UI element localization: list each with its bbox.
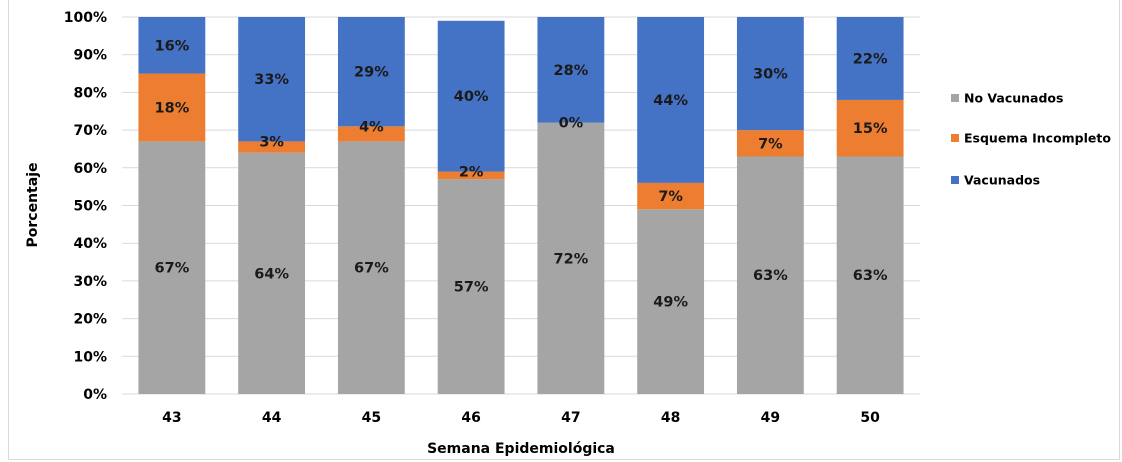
data-label: 18%: [155, 100, 190, 116]
y-tick-label: 0%: [83, 387, 107, 403]
legend-label: Esquema Incompleto: [964, 131, 1111, 146]
y-tick-label: 90%: [73, 48, 107, 64]
data-label: 33%: [254, 72, 289, 88]
legend-swatch: [951, 134, 959, 142]
bar-segment: [238, 17, 306, 142]
data-label: 49%: [653, 295, 688, 311]
bar-segment: [537, 17, 605, 123]
y-tick-label: 70%: [73, 123, 107, 139]
data-label: 28%: [554, 63, 589, 79]
y-tick-label: 10%: [73, 349, 107, 365]
bar-segment: [337, 17, 405, 127]
data-label: 44%: [653, 93, 688, 109]
data-label: 67%: [354, 261, 389, 277]
data-label: 7%: [658, 189, 683, 205]
bar-segment: [138, 73, 206, 142]
bar-segment: [138, 17, 206, 74]
y-axis-title: Porcentaje: [25, 163, 41, 248]
y-tick-label: 100%: [64, 10, 107, 26]
x-tick-label: 44: [262, 410, 282, 426]
bar-segment: [437, 20, 505, 172]
bar-segment: [836, 156, 904, 394]
bar-segment: [637, 209, 705, 394]
x-tick-label: 50: [860, 410, 880, 426]
bar-segment: [337, 141, 405, 394]
bar-segment: [337, 126, 405, 142]
data-label: 63%: [853, 268, 888, 284]
bar-segment: [836, 17, 904, 100]
data-label: 57%: [454, 280, 489, 296]
data-labels: 67% 18% 16% 64% 3% 33% 67% 4% 29% 57% 2% 40% 72% 0% 28…: [155, 38, 888, 310]
data-label: 0%: [559, 116, 584, 132]
x-tick-label: 43: [162, 410, 181, 426]
legend-label: Vacunados: [964, 173, 1040, 188]
bar-segment: [238, 141, 306, 153]
x-tick-label: 46: [461, 410, 480, 426]
x-tick-label: 48: [661, 410, 680, 426]
x-tick-label: 49: [761, 410, 780, 426]
bar-segment: [637, 182, 705, 210]
bar-segment: [437, 171, 505, 180]
data-label: 2%: [459, 165, 484, 181]
bar-segment: [437, 179, 505, 394]
data-label: 16%: [155, 38, 190, 54]
bar-segment: [736, 17, 804, 131]
bar-segment: [537, 122, 605, 394]
bar-segment: [238, 152, 306, 394]
legend-swatch: [951, 94, 959, 102]
data-label: 63%: [753, 268, 788, 284]
bar-segment: [637, 17, 705, 183]
x-tick-label: 45: [362, 410, 381, 426]
bar-segment: [736, 156, 804, 394]
data-label: 29%: [354, 65, 389, 81]
data-label: 7%: [758, 136, 783, 152]
bar-segment: [736, 130, 804, 157]
y-axis-ticks: 0% 10% 20% 30% 40% 50% 60% 70% 80% 90% 100%: [64, 10, 107, 403]
data-label: 3%: [259, 134, 284, 150]
bar-segment: [836, 99, 904, 157]
data-label: 15%: [853, 121, 888, 137]
bar-segment: [138, 141, 206, 394]
data-label: 64%: [254, 266, 289, 282]
x-axis-ticks: 43 44 45 46 47 48 49 50: [162, 410, 880, 426]
x-axis-title: Semana Epidemiológica: [427, 441, 615, 457]
legend-swatch: [951, 176, 959, 184]
data-label: 22%: [853, 51, 888, 67]
legend: No Vacunados Esquema Incompleto Vacunados: [951, 91, 1111, 188]
y-tick-label: 30%: [73, 274, 107, 290]
y-tick-label: 80%: [73, 85, 107, 101]
y-tick-label: 60%: [73, 161, 107, 177]
data-label: 40%: [454, 89, 489, 105]
data-label: 4%: [359, 119, 384, 135]
bars: [138, 17, 904, 394]
y-tick-label: 40%: [73, 236, 107, 252]
data-label: 72%: [554, 251, 589, 267]
chart-frame: [8, 0, 1120, 460]
legend-label: No Vacunados: [964, 91, 1063, 106]
data-label: 30%: [753, 67, 788, 83]
y-tick-label: 50%: [73, 199, 107, 215]
data-label: 67%: [155, 261, 190, 277]
y-tick-label: 20%: [73, 312, 107, 328]
x-tick-label: 47: [561, 410, 580, 426]
